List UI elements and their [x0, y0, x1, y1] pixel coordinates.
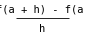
Text: h: h [39, 24, 46, 34]
Text: f(a + h) - f(a): f(a + h) - f(a) [0, 4, 85, 14]
